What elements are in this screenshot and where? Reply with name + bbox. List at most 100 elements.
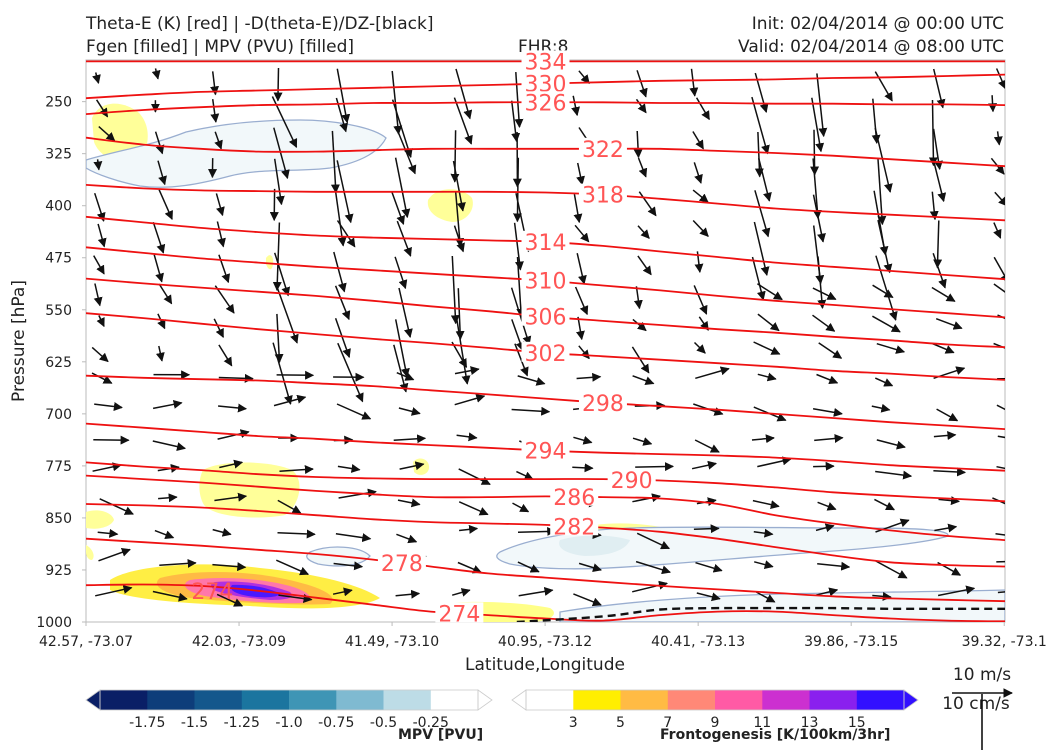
contour-label-bg bbox=[521, 72, 570, 93]
contour-label-298: 298 bbox=[582, 392, 624, 417]
y-tick-label: 775 bbox=[45, 459, 72, 475]
wind-arrow bbox=[450, 255, 460, 325]
theta-e-contour-318 bbox=[86, 184, 1005, 222]
wind-arrow bbox=[452, 160, 466, 212]
wind-arrow bbox=[94, 402, 123, 411]
fgen-colorbar-swatch bbox=[573, 690, 622, 710]
wind-arrow bbox=[817, 501, 837, 511]
wind-arrow bbox=[512, 502, 530, 513]
wind-arrow bbox=[453, 97, 473, 145]
theta-e-contour-274 bbox=[86, 583, 1005, 622]
y-tick-label: 550 bbox=[45, 303, 72, 319]
wind-arrow bbox=[573, 435, 593, 445]
wind-arrow bbox=[576, 253, 587, 285]
x-tick-label: 40.95, -73.12 bbox=[498, 634, 592, 650]
wind-arrow bbox=[997, 435, 1005, 439]
mpv-colorbar-swatch bbox=[336, 690, 385, 710]
y-tick-label: 475 bbox=[45, 251, 72, 267]
x-tick-label: 39.86, -73.15 bbox=[804, 634, 898, 650]
wind-arrow bbox=[931, 286, 956, 302]
wind-arrow bbox=[988, 95, 998, 113]
wind-arrow bbox=[751, 96, 770, 155]
wind-arrow bbox=[273, 252, 291, 297]
wind-arrow bbox=[695, 97, 710, 121]
wind-arrow bbox=[756, 591, 776, 603]
wind-arrow bbox=[214, 492, 248, 502]
wind-arrow bbox=[928, 99, 938, 167]
mpv-colorbar-title: MPV [PVU] bbox=[398, 727, 484, 743]
wind-arrow bbox=[154, 131, 165, 155]
fgen-colorbar-swatch bbox=[526, 690, 574, 710]
wind-arrow bbox=[216, 221, 226, 248]
wind-arrow bbox=[875, 560, 908, 579]
wind-arrow bbox=[812, 158, 822, 220]
wind-arrow bbox=[219, 459, 244, 469]
fgen-colorbar-title: Frontogenesis [K/100km/3hr] bbox=[660, 727, 891, 743]
wind-arrow bbox=[691, 460, 717, 470]
wind-arrow bbox=[695, 366, 730, 380]
wind-arrow bbox=[399, 461, 425, 471]
wind-arrow bbox=[694, 439, 720, 453]
wind-arrow bbox=[458, 468, 491, 485]
wind-arrow bbox=[152, 221, 166, 254]
contour-label-282: 282 bbox=[553, 515, 595, 540]
mpv-patch bbox=[559, 535, 630, 556]
wind-arrow bbox=[753, 341, 781, 355]
wind-arrow bbox=[276, 285, 299, 344]
mpv-colorbar-swatch bbox=[241, 690, 290, 710]
theta-e-contours bbox=[86, 60, 1005, 622]
wind-arrow bbox=[391, 99, 413, 158]
mpv-colorbar-low-extend bbox=[85, 689, 101, 711]
mpv-colorbar-tick-label: -1.0 bbox=[275, 715, 302, 731]
wind-arrow bbox=[871, 403, 891, 413]
wind-arrow bbox=[874, 127, 893, 193]
wind-arrow bbox=[994, 191, 1005, 207]
wind-arrow bbox=[996, 404, 1005, 411]
wind-arrow bbox=[813, 461, 835, 471]
wind-arrow bbox=[454, 366, 480, 376]
mpv-colorbar-tick-label: -0.75 bbox=[318, 715, 354, 731]
wind-arrow bbox=[398, 407, 421, 416]
contour-label-bg bbox=[550, 485, 599, 506]
y-tick-label: 925 bbox=[45, 563, 72, 579]
fgen-colorbar-tick-label: 15 bbox=[848, 715, 866, 731]
wind-arrow bbox=[455, 317, 471, 385]
wind-arrow bbox=[451, 588, 471, 597]
x-axis: 42.57, -73.07 42.03, -73.09 41.49, -73.10 4… bbox=[39, 622, 1047, 650]
wind-arrow bbox=[517, 561, 540, 573]
wind-arrow bbox=[338, 488, 377, 499]
wind-arrow bbox=[218, 403, 247, 413]
contour-label-286: 286 bbox=[553, 486, 595, 511]
wind-arrow bbox=[395, 589, 421, 599]
wind-arrow bbox=[336, 403, 372, 420]
wind-arrow bbox=[874, 377, 894, 387]
wind-arrow bbox=[336, 220, 356, 248]
wind-arrow bbox=[514, 343, 529, 377]
wind-arrow bbox=[993, 131, 1003, 146]
wind-arrow bbox=[815, 587, 839, 597]
wind-arrow bbox=[578, 562, 602, 572]
wind-arrow bbox=[518, 586, 554, 597]
wind-arrow bbox=[216, 593, 244, 607]
wind-arrow bbox=[635, 462, 674, 472]
wind-arrow bbox=[458, 501, 489, 516]
fgen-colorbar-swatch bbox=[667, 690, 716, 710]
wind-arrow bbox=[754, 560, 774, 569]
wind-arrow bbox=[514, 72, 524, 128]
y-tick-label: 325 bbox=[45, 147, 72, 163]
wind-arrow bbox=[334, 285, 351, 321]
wind-arrow bbox=[812, 314, 836, 332]
wind-arrow bbox=[578, 345, 590, 360]
wind-arrow bbox=[332, 587, 353, 597]
y-tick-label: 850 bbox=[45, 511, 72, 527]
wind-arrow bbox=[692, 219, 709, 237]
wind-arrow bbox=[510, 287, 532, 346]
wind-arrow bbox=[993, 256, 1005, 284]
valid-time: Valid: 02/04/2014 @ 08:00 UTC bbox=[738, 37, 1004, 57]
wind-arrow bbox=[214, 285, 235, 314]
wind-arrow bbox=[450, 130, 460, 183]
wind-arrow bbox=[511, 319, 525, 352]
wind-arrow bbox=[692, 189, 709, 203]
mpv-colorbar-tick-label: -1.5 bbox=[181, 715, 208, 731]
fgen-colorbar-tick-label: 7 bbox=[663, 715, 672, 731]
